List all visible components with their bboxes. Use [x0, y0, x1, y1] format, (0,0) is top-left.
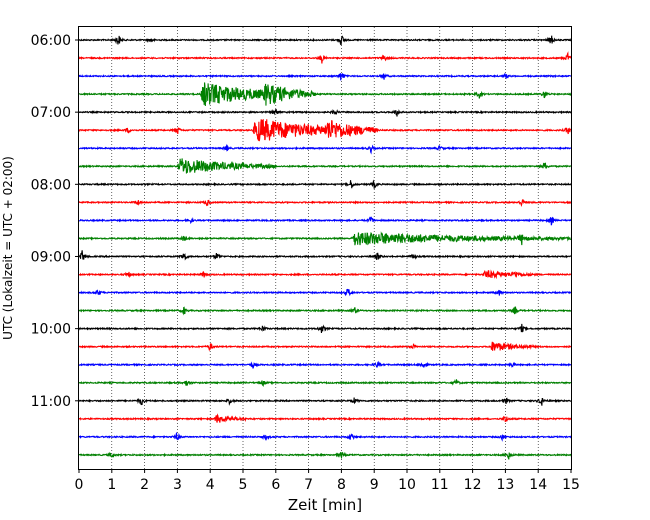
x-axis-label: Zeit [min] [288, 496, 362, 514]
y-tick-label: 07:00 [31, 105, 71, 121]
y-tick-label: 10:00 [31, 322, 71, 338]
trace-row-0630 [78, 72, 572, 81]
y-axis-label: UTC (Lokalzeit = UTC + 02:00) [1, 156, 15, 340]
trace-row-0800 [78, 179, 572, 189]
trace-row-0945 [78, 306, 572, 316]
trace-row-1045 [78, 379, 572, 387]
trace-row-1100 [78, 397, 572, 406]
plot-frame [78, 26, 572, 470]
seismic-traces [78, 35, 572, 460]
x-tick-label: 2 [140, 477, 149, 493]
trace-row-1000 [78, 323, 572, 334]
trace-row-1115 [78, 413, 572, 423]
trace-row-0615 [78, 51, 572, 64]
x-tick-label: 5 [239, 477, 248, 493]
x-tick-label: 3 [173, 477, 182, 493]
trace-row-0830 [78, 216, 572, 226]
x-tick-label: 9 [370, 477, 379, 493]
trace-row-0915 [78, 269, 572, 280]
x-tick-label: 0 [75, 477, 84, 493]
x-tick-label: 12 [464, 477, 482, 493]
trace-row-0730 [78, 143, 572, 155]
x-tick-label: 14 [529, 477, 547, 493]
x-tick-label: 7 [304, 477, 313, 493]
x-axis-ticks: 0 1 2 3 4 5 6 7 8 9 10 11 12 13 14 15 [75, 469, 580, 493]
trace-row-1145 [78, 451, 572, 460]
x-tick-label: 6 [271, 477, 280, 493]
x-tick-label: 11 [431, 477, 449, 493]
x-tick-label: 13 [496, 477, 514, 493]
x-tick-label: 4 [206, 477, 215, 493]
trace-row-0900 [78, 250, 572, 261]
y-tick-label: 08:00 [31, 177, 71, 193]
trace-row-0700 [78, 108, 572, 117]
trace-row-0600 [78, 35, 572, 46]
trace-row-0715 [78, 119, 572, 142]
y-tick-label: 11:00 [31, 394, 71, 410]
x-tick-label: 15 [562, 477, 580, 493]
trace-row-1015 [78, 341, 572, 352]
trace-row-1030 [78, 360, 572, 369]
trace-row-0745 [78, 158, 572, 174]
trace-row-1130 [78, 431, 572, 442]
x-tick-label: 8 [337, 477, 346, 493]
y-tick-label: 06:00 [31, 33, 71, 49]
y-tick-label: 09:00 [31, 249, 71, 265]
trace-row-0645 [78, 82, 572, 107]
y-axis-ticks: 06:00 07:00 08:00 09:00 10:00 11:00 [31, 33, 79, 410]
trace-row-0815 [78, 199, 572, 207]
x-tick-label: 1 [107, 477, 116, 493]
x-tick-label: 10 [398, 477, 416, 493]
trace-row-0930 [78, 288, 572, 297]
trace-row-0845 [78, 231, 572, 246]
